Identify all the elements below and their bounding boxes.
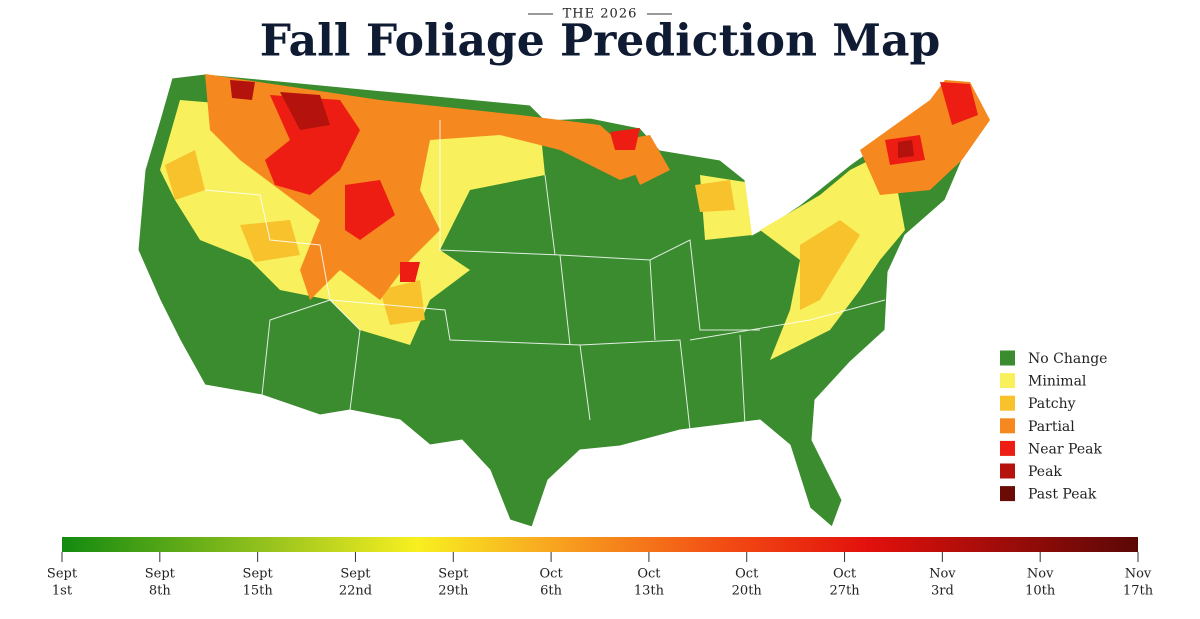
- timeline-month: Nov: [1125, 567, 1152, 582]
- region-patchy: [165, 150, 425, 325]
- timeline-month: Nov: [929, 567, 956, 582]
- kicker: THE 2026: [563, 7, 638, 22]
- timeline-day: 22nd: [339, 584, 372, 599]
- timeline-month: Sept: [438, 567, 469, 582]
- timeline-month: Oct: [540, 567, 564, 582]
- timeline-month: Oct: [637, 567, 661, 582]
- timeline: Sept 1st Sept 8th Sept 15th Sept 22nd Sept 29th Oc…: [47, 552, 1154, 599]
- state-borders: [204, 120, 886, 431]
- timeline-month: Sept: [47, 567, 78, 582]
- timeline-bar: [62, 537, 1138, 552]
- legend-label: Near Peak: [1028, 441, 1102, 457]
- region-near-peak: [265, 95, 420, 282]
- timeline-day: 20th: [732, 584, 763, 599]
- timeline-day: 3rd: [931, 584, 954, 599]
- legend: No Change Minimal Patchy Partial Near Peak Pe…: [1000, 350, 1107, 503]
- timeline-day: 13th: [634, 584, 665, 599]
- timeline-day: 29th: [438, 584, 469, 599]
- legend-label: No Change: [1028, 351, 1107, 367]
- timeline-day: 10th: [1025, 584, 1056, 599]
- timeline-day: 17th: [1123, 584, 1154, 599]
- legend-label: Past Peak: [1028, 487, 1097, 503]
- timeline-month: Nov: [1027, 567, 1054, 582]
- foliage-regions: [160, 74, 990, 360]
- legend-swatch: [1000, 395, 1015, 411]
- legend-swatch: [1000, 486, 1015, 502]
- timeline-day: 15th: [243, 584, 274, 599]
- timeline-month: Oct: [735, 567, 759, 582]
- timeline-month: Sept: [243, 567, 274, 582]
- title: Fall Foliage Prediction Map: [260, 16, 941, 67]
- timeline-month: Oct: [833, 567, 857, 582]
- map: [137, 73, 991, 528]
- timeline-month: Sept: [340, 567, 371, 582]
- timeline-day: 8th: [149, 584, 171, 599]
- legend-label: Partial: [1028, 419, 1075, 435]
- legend-swatch: [1000, 463, 1015, 479]
- timeline-month: Sept: [145, 567, 176, 582]
- legend-swatch: [1000, 350, 1015, 366]
- legend-label: Minimal: [1028, 374, 1087, 390]
- region-patchy-east: [695, 180, 860, 310]
- legend-label: Patchy: [1028, 396, 1076, 412]
- timeline-day: 6th: [540, 584, 562, 599]
- legend-swatch: [1000, 440, 1015, 456]
- legend-swatch: [1000, 418, 1015, 434]
- legend-label: Peak: [1028, 464, 1062, 480]
- region-peak: [230, 80, 330, 130]
- region-partial-east: [620, 80, 990, 195]
- region-peak-east: [898, 140, 914, 158]
- timeline-day: 1st: [52, 584, 73, 599]
- region-near-peak-east: [610, 82, 978, 165]
- timeline-day: 27th: [829, 584, 860, 599]
- legend-swatch: [1000, 373, 1015, 389]
